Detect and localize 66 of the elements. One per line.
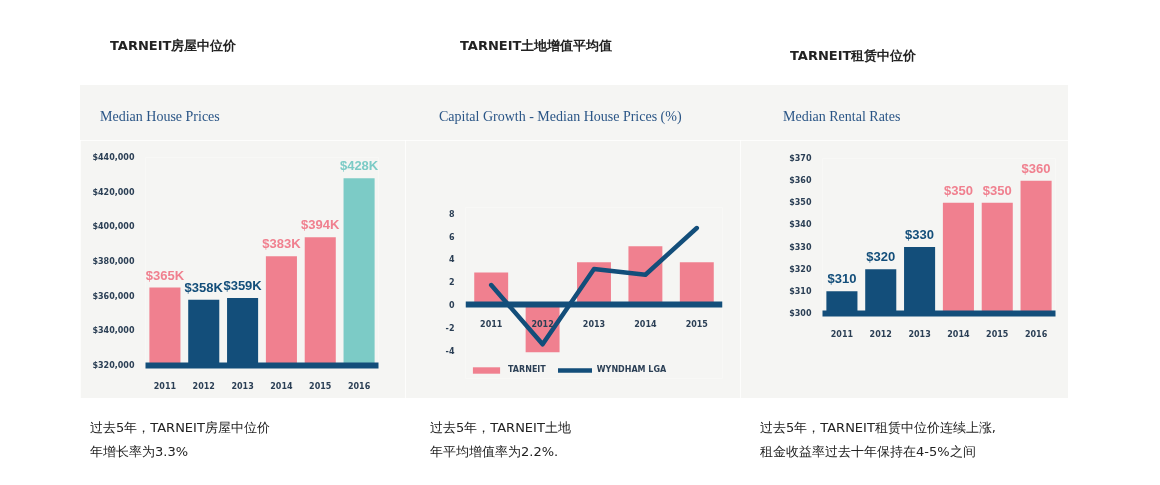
y-tick-label: $380,000 — [92, 257, 135, 266]
y-tick-label: $400,000 — [92, 222, 135, 232]
x-tick-label: 2013 — [908, 329, 931, 339]
y-tick-label: $340 — [789, 220, 812, 230]
x-tick-label: 2011 — [153, 381, 177, 391]
chart-subtitle: Median Rental Rates — [783, 109, 901, 125]
x-tick-label: 2012 — [869, 329, 892, 339]
x-tick-label: 2013 — [231, 381, 254, 391]
y-tick-label: $420,000 — [92, 187, 135, 197]
chart-subtitle: Median House Prices — [100, 109, 220, 125]
data-label: $310 — [827, 271, 857, 287]
y-tick-label: -2 — [445, 323, 455, 333]
x-tick-label: 2014 — [634, 320, 657, 330]
y-tick-label: -4 — [445, 346, 455, 356]
chart-title: TARNEIT土地增值平均值 — [460, 37, 613, 55]
data-label: $360 — [1021, 160, 1051, 176]
legend-label: WYNDHAM LGA — [596, 365, 667, 374]
data-label: $365K — [145, 267, 185, 283]
data-label: $320 — [866, 249, 896, 265]
x-tick-label: 2015 — [309, 381, 332, 391]
text: 租金收益率过去十年保持在4-5%之间 — [760, 444, 976, 459]
x-tick-label: 2016 — [347, 381, 371, 391]
y-tick-label: $440,000 — [92, 153, 135, 162]
x-tick-label: 2015 — [685, 320, 709, 330]
y-tick-label: 8 — [448, 209, 455, 219]
x-tick-label: 2015 — [986, 329, 1009, 339]
y-tick-label: $330 — [789, 242, 812, 252]
y-tick-label: $320 — [789, 264, 812, 274]
x-tick-label: 2011 — [830, 329, 854, 339]
y-tick-label: 6 — [448, 232, 455, 242]
bar — [679, 262, 714, 305]
y-tick-label: $360 — [789, 176, 812, 186]
legend-label: TARNEIT — [508, 365, 546, 374]
data-label: $394K — [301, 217, 341, 233]
y-tick-label: 4 — [448, 255, 455, 265]
text: 年平均增值率为2.2%. — [430, 444, 559, 459]
x-tick-label: 2012 — [531, 320, 554, 330]
y-tick-label: $340,000 — [92, 326, 135, 336]
text: 过去5年，TARNEIT土地 — [430, 420, 571, 435]
y-tick-label: $320,000 — [92, 361, 135, 370]
y-tick-label: $300 — [789, 309, 812, 318]
data-label: $428K — [339, 158, 379, 174]
x-tick-label: 2014 — [270, 381, 293, 391]
y-tick-label: 2 — [448, 278, 455, 288]
y-tick-label: $350 — [789, 198, 812, 208]
x-tick-label: 2012 — [192, 381, 215, 391]
data-label: $358K — [184, 279, 224, 295]
data-label: $359K — [223, 277, 263, 293]
data-label: $350 — [943, 182, 973, 198]
x-tick-label: 2013 — [582, 320, 606, 330]
text: 过去5年，TARNEIT租赁中位价连续上涨, — [760, 420, 996, 435]
data-label: $330 — [905, 227, 935, 243]
y-tick-label: $370 — [789, 154, 812, 163]
x-tick-label: 2016 — [1024, 329, 1048, 339]
y-tick-label: $310 — [789, 286, 812, 296]
chart-title: TARNEIT租赁中位价 — [790, 47, 917, 65]
chart-subtitle: Capital Growth - Median House Prices (%) — [439, 109, 682, 125]
text: 过去5年，TARNEIT房屋中位价 — [90, 420, 270, 435]
y-tick-label: 0 — [448, 300, 455, 310]
data-label: $350 — [982, 182, 1012, 198]
y-tick-label: $360,000 — [92, 291, 135, 301]
chart-title: TARNEIT房屋中位价 — [110, 37, 237, 55]
x-tick-label: 2011 — [480, 320, 503, 330]
x-tick-label: 2014 — [947, 329, 970, 339]
data-label: $383K — [262, 236, 302, 252]
text: 年增长率为3.3% — [90, 444, 189, 459]
